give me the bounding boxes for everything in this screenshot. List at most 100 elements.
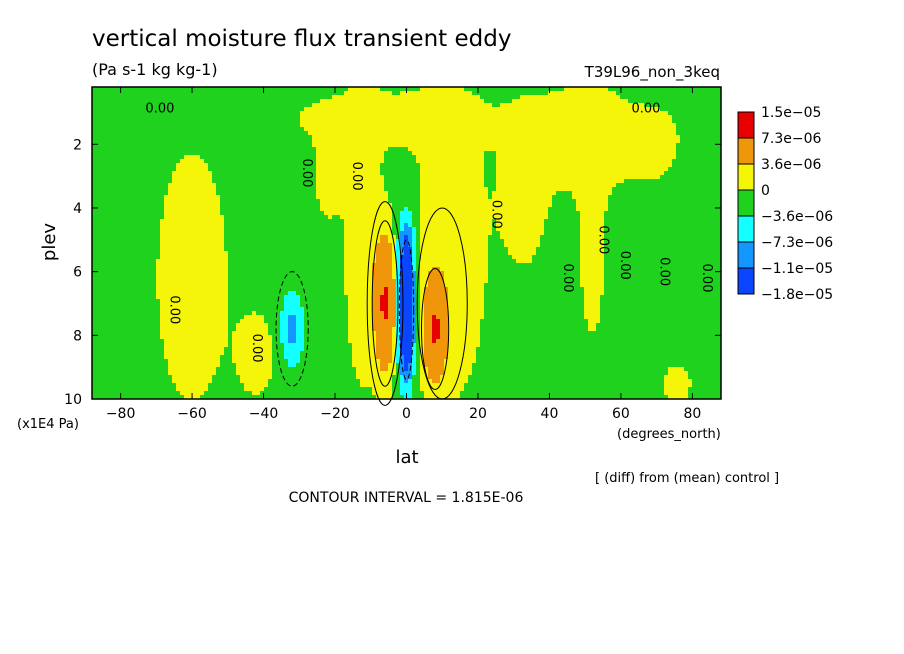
field-cell [212,231,216,235]
field-cell [288,291,292,295]
field-cell [396,355,400,359]
field-cell [504,119,508,123]
field-cell [204,371,208,375]
field-cell [484,135,488,139]
field-cell [392,275,396,279]
field-cell [356,191,360,195]
field-cell [512,123,516,127]
field-cell [308,111,312,115]
field-cell [468,203,472,207]
field-cell [620,151,624,155]
field-cell [288,323,292,327]
field-cell [600,215,604,219]
field-cell [448,271,452,275]
field-cell [568,95,572,99]
field-cell [160,291,164,295]
field-cell [352,107,356,111]
field-cell [356,243,360,247]
field-cell [180,367,184,371]
field-cell [456,235,460,239]
field-cell [368,211,372,215]
field-cell [568,107,572,111]
field-cell [164,243,168,247]
field-cell [232,347,236,351]
field-cell [388,347,392,351]
field-cell [592,203,596,207]
field-cell [356,107,360,111]
field-cell [172,307,176,311]
field-cell [352,155,356,159]
field-cell [164,207,168,211]
field-cell [536,239,540,243]
field-cell [464,95,468,99]
field-cell [192,335,196,339]
field-cell [388,323,392,327]
field-cell [336,183,340,187]
field-cell [460,203,464,207]
field-cell [528,247,532,251]
field-cell [492,143,496,147]
field-cell [360,215,364,219]
field-cell [352,303,356,307]
field-cell [360,287,364,291]
field-cell [200,287,204,291]
field-cell [280,331,284,335]
field-cell [440,123,444,127]
field-cell [520,227,524,231]
field-cell [508,159,512,163]
field-cell [440,159,444,163]
field-cell [524,119,528,123]
field-cell [212,203,216,207]
field-cell [448,131,452,135]
field-cell [444,351,448,355]
field-cell [552,139,556,143]
field-cell [504,191,508,195]
field-cell [420,283,424,287]
field-cell [500,147,504,151]
field-cell [368,343,372,347]
field-cell [388,275,392,279]
field-cell [596,127,600,131]
field-cell [340,171,344,175]
field-cell [532,107,536,111]
field-cell [200,351,204,355]
field-cell [428,111,432,115]
field-cell [404,331,408,335]
field-cell [212,303,216,307]
field-cell [644,147,648,151]
field-cell [484,263,488,267]
field-cell [548,103,552,107]
field-cell [524,195,528,199]
field-cell [524,223,528,227]
field-cell [524,171,528,175]
field-cell [404,255,408,259]
field-cell [428,283,432,287]
field-cell [472,155,476,159]
field-cell [480,147,484,151]
field-cell [320,103,324,107]
field-cell [404,263,408,267]
field-cell [480,215,484,219]
field-cell [488,127,492,131]
field-cell [324,155,328,159]
field-cell [364,199,368,203]
field-cell [220,343,224,347]
field-cell [556,171,560,175]
field-cell [388,95,392,99]
field-cell [432,275,436,279]
field-cell [424,195,428,199]
field-cell [380,235,384,239]
field-cell [464,351,468,355]
field-cell [332,191,336,195]
field-cell [540,183,544,187]
field-cell [232,335,236,339]
field-cell [552,111,556,115]
field-cell [364,103,368,107]
field-cell [412,283,416,287]
field-cell [316,167,320,171]
field-cell [528,159,532,163]
field-cell [240,367,244,371]
field-cell [412,271,416,275]
field-cell [344,95,348,99]
field-cell [212,287,216,291]
